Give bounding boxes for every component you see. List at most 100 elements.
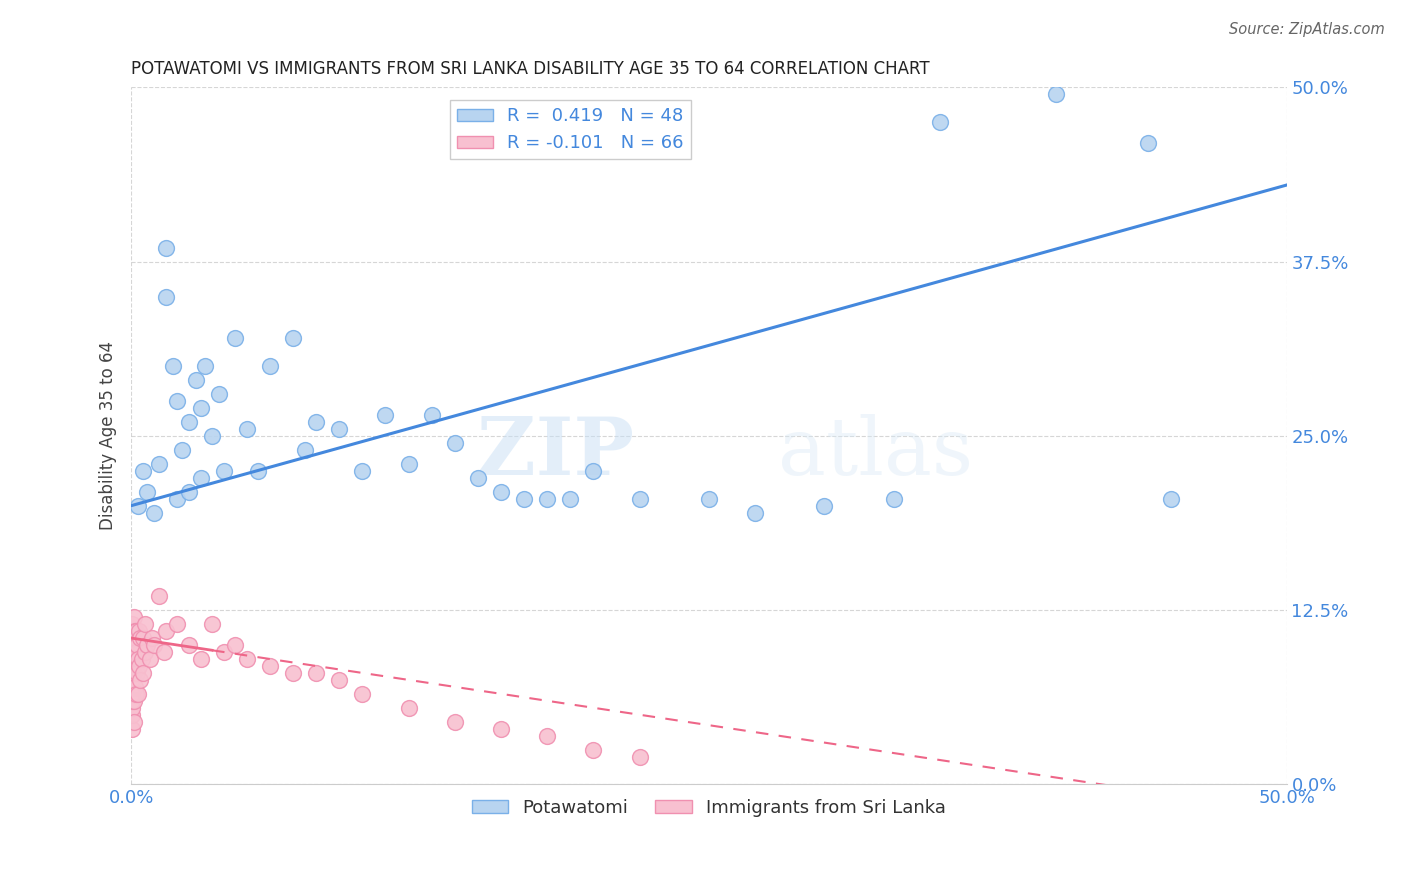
Point (121, 687, 143, 701)
Point (166, 617, 188, 632)
Point (1160, 491, 1182, 506)
Point (1136, 136, 1159, 151)
Point (122, 714, 145, 729)
Point (212, 645, 235, 659)
Point (128, 624, 150, 639)
Point (152, 645, 174, 659)
Point (141, 631, 163, 645)
Point (131, 652, 153, 666)
Point (121, 673, 143, 687)
Point (121, 617, 143, 632)
Point (247, 464, 270, 478)
Point (208, 387, 231, 401)
Text: ZIP: ZIP (477, 415, 634, 492)
Point (259, 359, 281, 374)
Point (352, 687, 374, 701)
Point (744, 506, 766, 520)
Point (883, 491, 905, 506)
Text: POTAWATOMI VS IMMIGRANTS FROM SRI LANKA DISABILITY AGE 35 TO 64 CORRELATION CHAR: POTAWATOMI VS IMMIGRANTS FROM SRI LANKA … (131, 60, 929, 78)
Y-axis label: Disability Age 35 to 64: Disability Age 35 to 64 (100, 342, 117, 531)
Point (124, 652, 146, 666)
Point (177, 638, 200, 652)
Point (148, 589, 170, 603)
Point (177, 415, 200, 429)
Point (328, 673, 350, 687)
Point (127, 499, 149, 513)
Point (121, 665, 143, 680)
Point (122, 665, 145, 680)
Point (129, 673, 152, 687)
Point (398, 457, 420, 471)
Point (122, 694, 145, 708)
Point (305, 665, 328, 680)
Point (281, 331, 304, 345)
Point (125, 687, 148, 701)
Point (121, 631, 143, 645)
Point (190, 471, 212, 485)
Point (125, 645, 148, 659)
Point (124, 680, 146, 694)
Point (374, 408, 396, 422)
Point (134, 617, 156, 632)
Point (121, 707, 143, 722)
Point (122, 638, 145, 652)
Point (420, 408, 443, 422)
Point (281, 665, 304, 680)
Point (929, 115, 952, 129)
Point (190, 401, 212, 415)
Point (166, 394, 188, 409)
Point (121, 694, 143, 708)
Point (259, 659, 281, 673)
Point (294, 442, 316, 457)
Point (467, 471, 489, 485)
Point (194, 359, 217, 374)
Point (132, 464, 155, 478)
Point (1045, 87, 1067, 102)
Point (121, 652, 143, 666)
Point (138, 652, 160, 666)
Point (128, 659, 150, 673)
Legend: Potawatomi, Immigrants from Sri Lanka: Potawatomi, Immigrants from Sri Lanka (465, 792, 953, 824)
Point (121, 680, 143, 694)
Point (236, 652, 259, 666)
Point (201, 429, 224, 443)
Point (125, 638, 148, 652)
Point (813, 499, 835, 513)
Point (127, 652, 149, 666)
Point (236, 422, 259, 436)
Point (489, 722, 512, 736)
Point (162, 359, 184, 374)
Point (155, 289, 177, 303)
Point (224, 638, 246, 652)
Point (127, 687, 149, 701)
Point (124, 624, 146, 639)
Point (305, 415, 328, 429)
Point (122, 652, 145, 666)
Text: Source: ZipAtlas.com: Source: ZipAtlas.com (1229, 22, 1385, 37)
Point (190, 652, 212, 666)
Point (697, 491, 720, 506)
Point (536, 729, 558, 743)
Point (582, 742, 605, 756)
Point (132, 665, 155, 680)
Point (328, 422, 350, 436)
Point (121, 700, 143, 714)
Point (121, 638, 143, 652)
Text: atlas: atlas (779, 415, 973, 492)
Point (224, 331, 246, 345)
Point (136, 638, 159, 652)
Point (172, 442, 194, 457)
Point (398, 700, 420, 714)
Point (125, 665, 148, 680)
Point (201, 617, 224, 632)
Point (121, 722, 143, 736)
Point (134, 645, 156, 659)
Point (536, 491, 558, 506)
Point (121, 659, 143, 673)
Point (443, 436, 465, 450)
Point (136, 484, 159, 499)
Point (489, 484, 512, 499)
Point (560, 491, 582, 506)
Point (143, 506, 166, 520)
Point (155, 624, 177, 639)
